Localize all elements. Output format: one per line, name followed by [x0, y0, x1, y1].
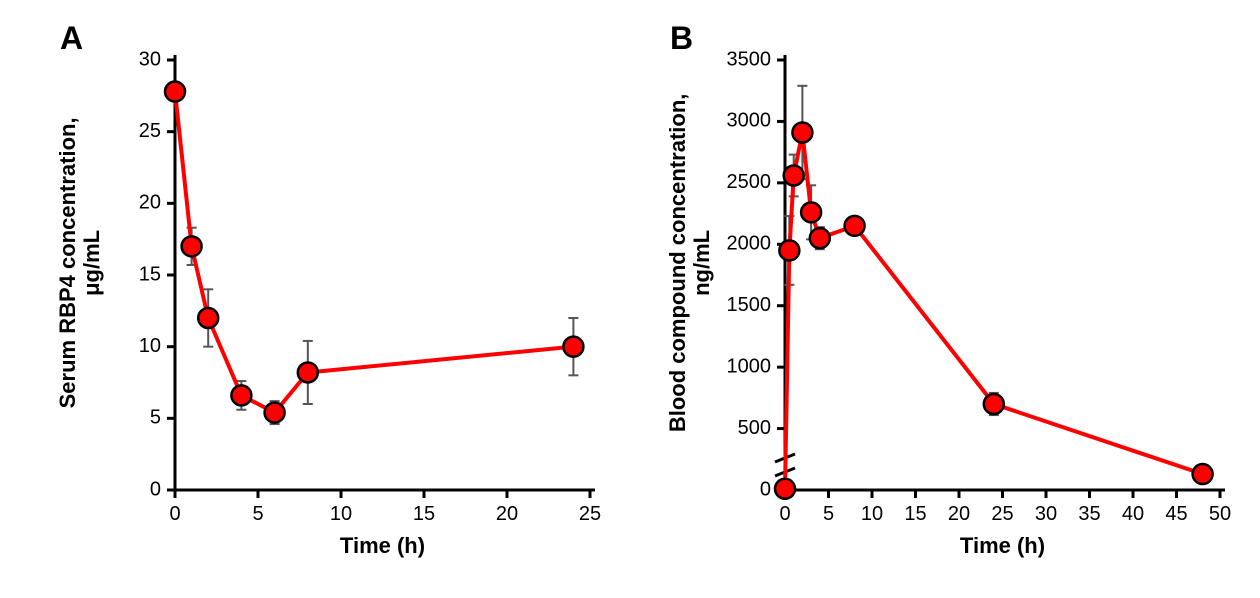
x-tick-label: 45 [1165, 503, 1187, 525]
data-point [1193, 464, 1213, 484]
y-axis-label: Blood compound concentration,ng/mL [665, 94, 714, 433]
x-tick-label: 20 [948, 503, 970, 525]
x-tick-label: 35 [1078, 503, 1100, 525]
data-point [198, 308, 218, 328]
data-point [775, 479, 795, 499]
x-tick-label: 5 [823, 503, 834, 525]
panel-a: A 0 5 10 15 20 25 0 5 10 15 20 25 30 Time (h) Serum RBP… [40, 20, 610, 580]
data-point [182, 236, 202, 256]
x-tick-label: 10 [861, 503, 883, 525]
y-tick-label: 1000 [727, 355, 772, 377]
x-tick-label: 25 [991, 503, 1013, 525]
y-tick-label: 3500 [727, 48, 772, 70]
y-tick-label: 30 [139, 48, 161, 70]
x-tick-label: 30 [1035, 503, 1057, 525]
x-tick-label: 50 [1209, 503, 1231, 525]
x-tick-label: 0 [169, 503, 180, 525]
data-point [784, 165, 804, 185]
panel-label-b: B [670, 20, 693, 57]
panel-b: B051015202530354045500500100015002000250… [650, 20, 1240, 580]
data-point [231, 385, 251, 405]
y-axis-label: Serum RBP4 concentration,μg/mL [55, 117, 104, 408]
y-tick-label: 10 [139, 335, 161, 357]
y-tick-label: 1500 [727, 294, 772, 316]
chart-a: 0 5 10 15 20 25 0 5 10 15 20 25 30 Time (h) Serum RBP4… [40, 20, 610, 580]
data-point [792, 122, 812, 142]
y-tick-label: 25 [139, 120, 161, 142]
x-axis-label: Time (h) [960, 533, 1045, 558]
series-line [785, 132, 1203, 488]
data-point [298, 362, 318, 382]
data-point [984, 394, 1004, 414]
x-tick-label: 10 [330, 503, 352, 525]
x-tick-label: 15 [413, 503, 435, 525]
y-tick-label: 0 [760, 478, 771, 500]
chart-b: 0510152025303540455005001000150020002500… [650, 20, 1240, 580]
data-point [801, 202, 821, 222]
y-tick-label: 500 [738, 417, 771, 439]
x-tick-label: 15 [904, 503, 926, 525]
x-tick-label: 25 [579, 503, 601, 525]
y-tick-label: 2500 [727, 171, 772, 193]
data-point [810, 228, 830, 248]
x-tick-label: 5 [252, 503, 263, 525]
y-tick-label: 2000 [727, 233, 772, 255]
y-tick-label: 0 [150, 478, 161, 500]
y-tick-label: 20 [139, 192, 161, 214]
series-line [175, 92, 573, 413]
x-tick-label: 40 [1122, 503, 1144, 525]
data-point [563, 337, 583, 357]
data-point [845, 216, 865, 236]
y-tick-label: 5 [150, 407, 161, 429]
x-tick-label: 20 [496, 503, 518, 525]
x-tick-label: 0 [779, 503, 790, 525]
x-axis-label: Time (h) [340, 533, 425, 558]
panel-label-a: A [60, 20, 83, 57]
data-point [779, 240, 799, 260]
y-tick-label: 15 [139, 263, 161, 285]
data-point [265, 403, 285, 423]
data-point [165, 82, 185, 102]
figure: A 0 5 10 15 20 25 0 5 10 15 20 25 30 Time (h) Serum RBP… [0, 0, 1260, 598]
y-tick-label: 3000 [727, 110, 772, 132]
